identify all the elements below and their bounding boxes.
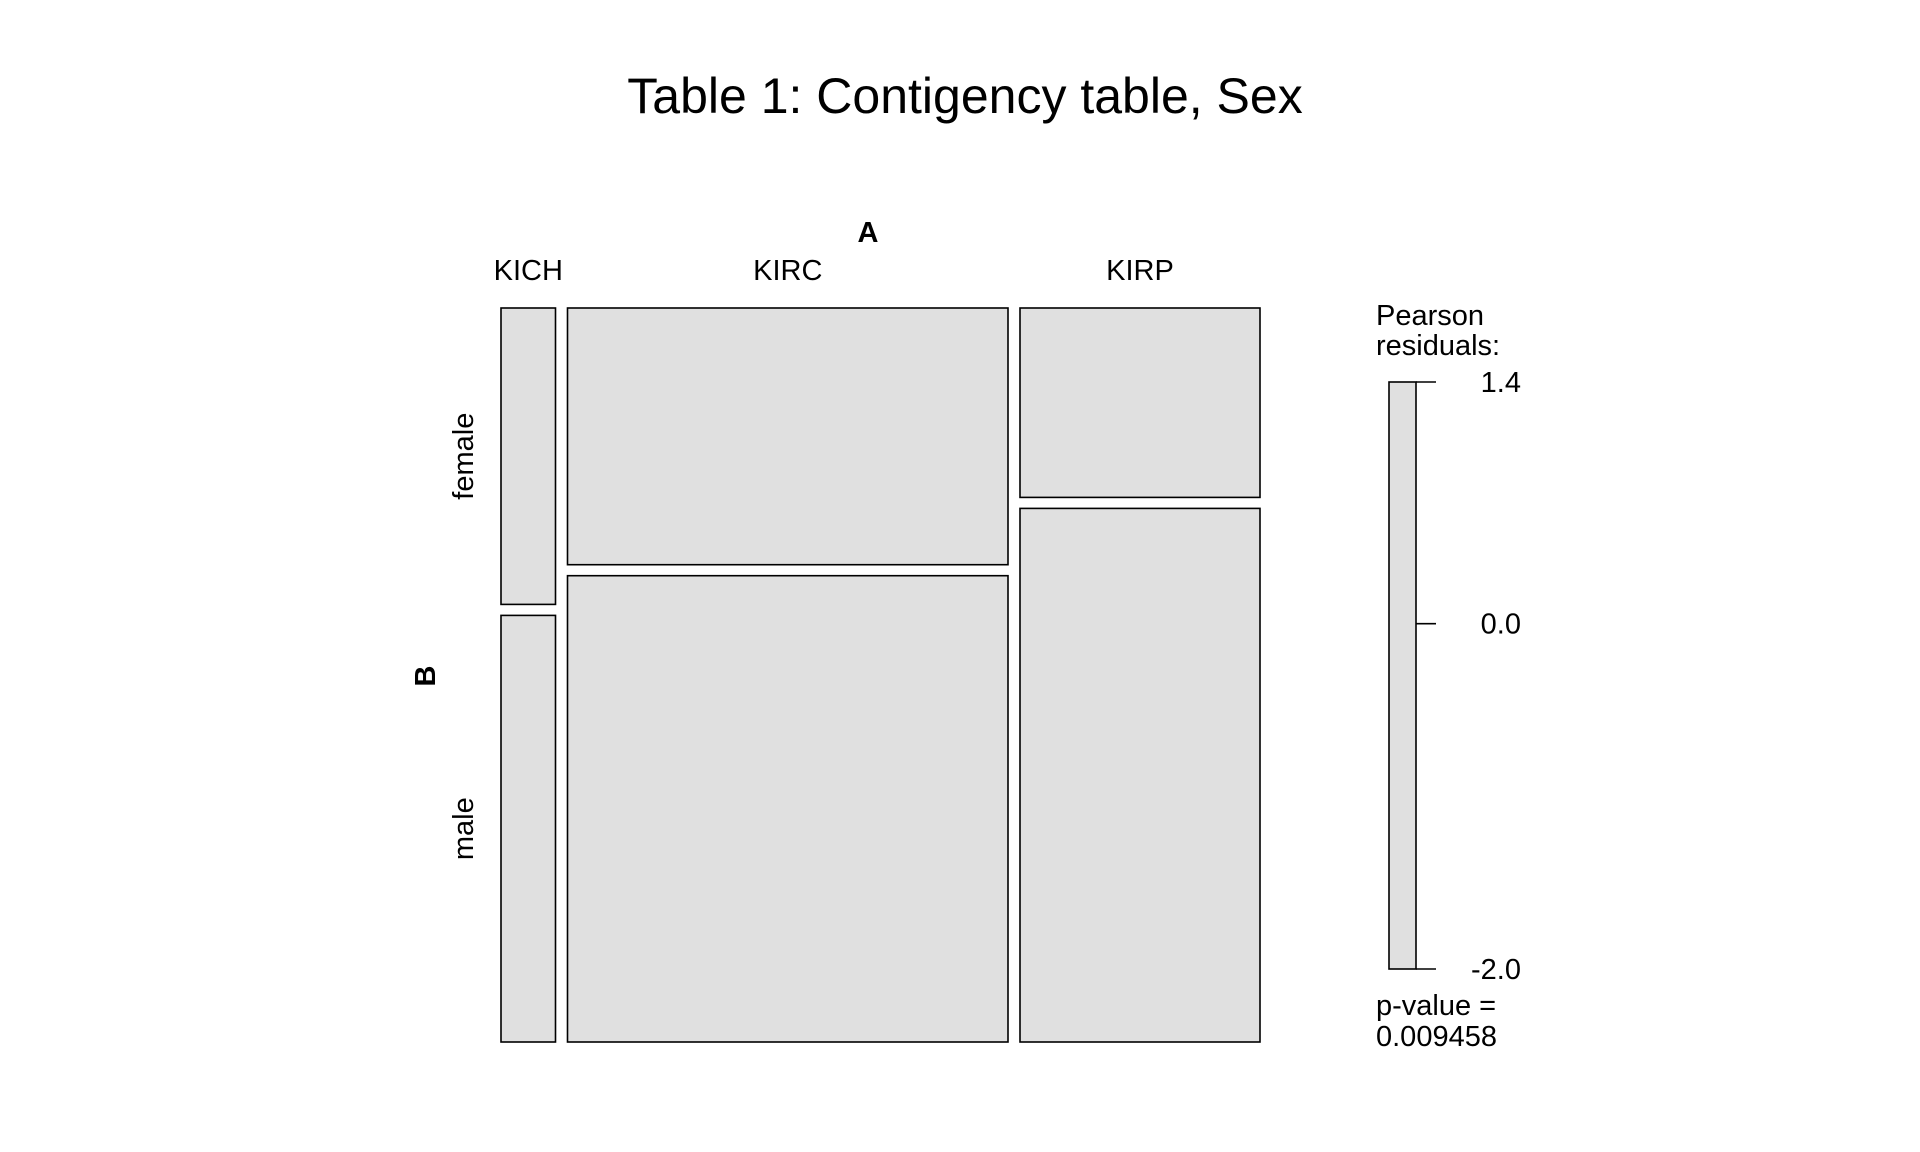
legend-tick-label: 0.0 <box>1481 609 1521 641</box>
x-variable-label: A <box>858 217 879 249</box>
tile-kich-male <box>500 614 557 1043</box>
y-variable-label: B <box>410 666 442 687</box>
tile-kirp-female <box>1019 307 1261 499</box>
chart-title: Table 1: Contigency table, Sex <box>627 68 1302 124</box>
column-label-kirp: KIRP <box>1106 255 1174 287</box>
legend-title-line1: Pearson <box>1376 300 1484 332</box>
column-labels: KICH KIRC KIRP <box>494 255 1174 287</box>
row-labels: female male <box>448 413 480 860</box>
legend-ticks: 1.4 0.0 -2.0 <box>1416 367 1521 986</box>
legend-tick-label: 1.4 <box>1481 367 1521 399</box>
legend: Pearson residuals: 1.4 0.0 -2.0 <box>1376 300 1521 986</box>
tile-kirc-female <box>566 307 1009 566</box>
legend-color-bar <box>1388 381 1417 970</box>
pvalue-line2: 0.009458 <box>1376 1021 1497 1053</box>
row-label-female: female <box>448 413 480 500</box>
row-label-male: male <box>448 797 480 860</box>
tile-kirc-male <box>566 574 1009 1043</box>
pvalue-line1: p-value = <box>1376 990 1496 1022</box>
tile-kich-female <box>500 307 557 606</box>
mosaic-tiles <box>500 307 1261 1043</box>
legend-tick-label: -2.0 <box>1471 954 1521 986</box>
legend-title-line2: residuals: <box>1376 330 1500 362</box>
tile-kirp-male <box>1019 507 1261 1043</box>
column-label-kirc: KIRC <box>753 255 822 287</box>
column-label-kich: KICH <box>494 255 563 287</box>
